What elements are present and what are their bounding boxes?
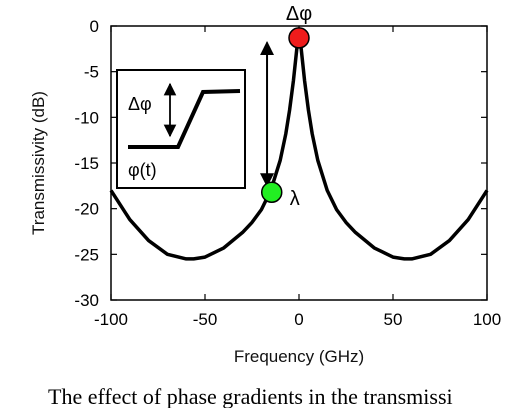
chart: -100 -50 0 50 100 0 -5 -10 -15 -20 -25 -30 Δφ λ Δφ … <box>29 3 501 366</box>
y-tick-label: -15 <box>74 154 99 173</box>
x-tick-label: 0 <box>294 310 303 329</box>
operating-point-label: λ <box>290 188 300 210</box>
x-axis-ticks: -100 -50 0 50 100 <box>94 26 501 329</box>
y-tick-label: -5 <box>84 63 99 82</box>
operating-point-marker <box>260 181 283 203</box>
x-tick-label: 50 <box>384 310 403 329</box>
x-tick-label: 100 <box>473 310 501 329</box>
figure-caption: The effect of phase gradients in the tra… <box>48 384 453 408</box>
peak-marker <box>288 27 310 49</box>
inset-signal-label: φ(t) <box>128 160 157 180</box>
x-tick-label: -50 <box>193 310 218 329</box>
x-axis-label: Frequency (GHz) <box>234 347 364 366</box>
y-tick-label: -30 <box>74 291 99 310</box>
series-layer: Δφ λ <box>109 3 489 261</box>
y-tick-label: -20 <box>74 200 99 219</box>
y-tick-label: -10 <box>74 108 99 127</box>
y-tick-label: -25 <box>74 245 99 264</box>
inset-delta-label: Δφ <box>128 94 152 114</box>
y-axis-label: Transmissivity (dB) <box>29 91 48 235</box>
inset-phase-step-line <box>128 89 241 149</box>
y-tick-label: 0 <box>90 17 99 36</box>
peak-marker-label: Δφ <box>286 3 312 25</box>
y-axis-ticks: 0 -5 -10 -15 -20 -25 -30 <box>74 17 487 310</box>
inset-phase-step: Δφ φ(t) <box>116 69 246 189</box>
x-tick-label: -100 <box>94 310 128 329</box>
